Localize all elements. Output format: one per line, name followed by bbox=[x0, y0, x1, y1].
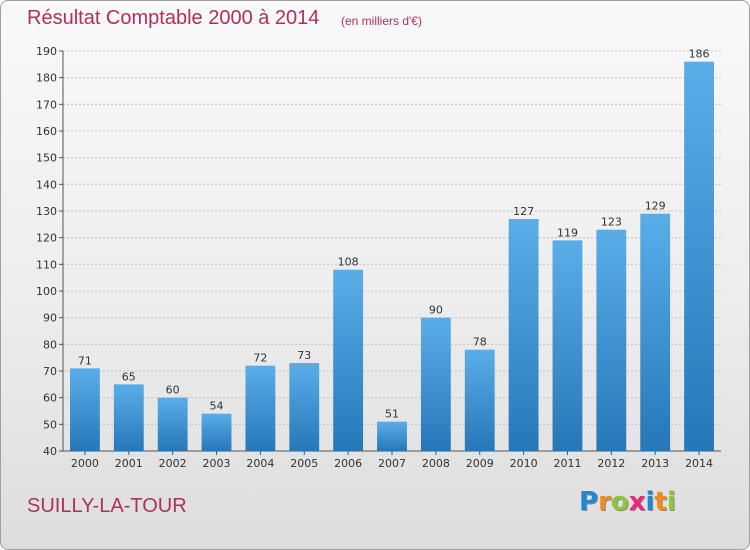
y-tick-label: 100 bbox=[36, 285, 57, 298]
bar-value-label: 78 bbox=[473, 336, 487, 349]
bar-value-label: 60 bbox=[166, 384, 180, 397]
y-tick-label: 160 bbox=[36, 125, 57, 138]
bar bbox=[333, 269, 364, 451]
logo-letter: o bbox=[610, 487, 629, 517]
logo-letter: i bbox=[645, 487, 655, 517]
bar bbox=[684, 61, 714, 452]
bar bbox=[289, 363, 320, 451]
commune-name: SUILLY-LA-TOUR bbox=[27, 495, 187, 517]
x-tick-label: 2006 bbox=[334, 457, 362, 470]
x-tick-label: 2009 bbox=[466, 457, 494, 470]
x-tick-label: 2003 bbox=[203, 457, 231, 470]
x-tick-label: 2001 bbox=[115, 457, 143, 470]
chart-subtitle: (en milliers d'€) bbox=[341, 14, 422, 28]
x-tick-label: 2012 bbox=[597, 457, 625, 470]
x-tick-label: 2004 bbox=[246, 457, 274, 470]
bar bbox=[464, 349, 495, 451]
y-tick-label: 190 bbox=[36, 45, 57, 58]
bar bbox=[420, 317, 451, 451]
bar bbox=[640, 213, 671, 451]
x-tick-label: 2008 bbox=[422, 457, 450, 470]
logo-letter: t bbox=[654, 487, 667, 517]
bar-value-label: 108 bbox=[338, 256, 359, 269]
bar-value-label: 72 bbox=[253, 352, 267, 365]
x-tick-label: 2013 bbox=[641, 457, 669, 470]
bar bbox=[508, 219, 539, 451]
bar-value-label: 90 bbox=[429, 304, 443, 317]
bar-value-label: 71 bbox=[78, 354, 92, 367]
bars bbox=[70, 61, 714, 452]
y-tick-label: 120 bbox=[36, 232, 57, 245]
x-tick-label: 2011 bbox=[553, 457, 581, 470]
bar bbox=[201, 413, 232, 451]
y-tick-label: 70 bbox=[43, 365, 57, 378]
x-tick-label: 2002 bbox=[159, 457, 187, 470]
bar bbox=[596, 229, 627, 451]
x-tick-label: 2007 bbox=[378, 457, 406, 470]
proxiti-logo: Proxiti bbox=[579, 487, 676, 517]
bar bbox=[70, 368, 100, 451]
y-tick-label: 110 bbox=[36, 258, 57, 271]
y-tick-label: 80 bbox=[43, 338, 57, 351]
logo-letter: P bbox=[579, 487, 599, 517]
bar-value-label: 65 bbox=[122, 370, 136, 383]
y-tick-label: 50 bbox=[43, 418, 57, 431]
y-tick-label: 180 bbox=[36, 72, 57, 85]
bar-value-label: 73 bbox=[297, 349, 311, 362]
y-tick-label: 60 bbox=[43, 392, 57, 405]
labels: 40 50 60 70 80 90 100 110 120 130 140 150 160 170 180 1… bbox=[36, 45, 713, 470]
y-tick-label: 140 bbox=[36, 178, 57, 191]
logo-letter: r bbox=[598, 487, 611, 517]
logo-letter: x bbox=[628, 487, 646, 517]
bar-value-label: 186 bbox=[689, 48, 710, 61]
bar-value-label: 123 bbox=[601, 216, 622, 229]
bar bbox=[245, 365, 276, 451]
y-tick-label: 150 bbox=[36, 152, 57, 165]
bar bbox=[552, 240, 583, 451]
x-tick-label: 2014 bbox=[685, 457, 713, 470]
y-tick-label: 40 bbox=[43, 445, 57, 458]
y-tick-label: 170 bbox=[36, 98, 57, 111]
logo-letter: i bbox=[666, 487, 676, 517]
chart-title: Résultat Comptable 2000 à 2014 bbox=[27, 7, 320, 29]
y-tick-label: 130 bbox=[36, 205, 57, 218]
bar-value-label: 129 bbox=[645, 200, 666, 213]
x-tick-label: 2005 bbox=[290, 457, 318, 470]
bar-value-label: 127 bbox=[513, 205, 534, 218]
bar-value-label: 119 bbox=[557, 226, 578, 239]
bar bbox=[157, 397, 188, 451]
x-tick-label: 2010 bbox=[510, 457, 538, 470]
x-tick-label: 2000 bbox=[71, 457, 99, 470]
y-tick-label: 90 bbox=[43, 312, 57, 325]
bar bbox=[377, 421, 407, 451]
bar-value-label: 54 bbox=[210, 400, 224, 413]
bar-value-label: 51 bbox=[385, 408, 399, 421]
bar bbox=[113, 384, 144, 451]
